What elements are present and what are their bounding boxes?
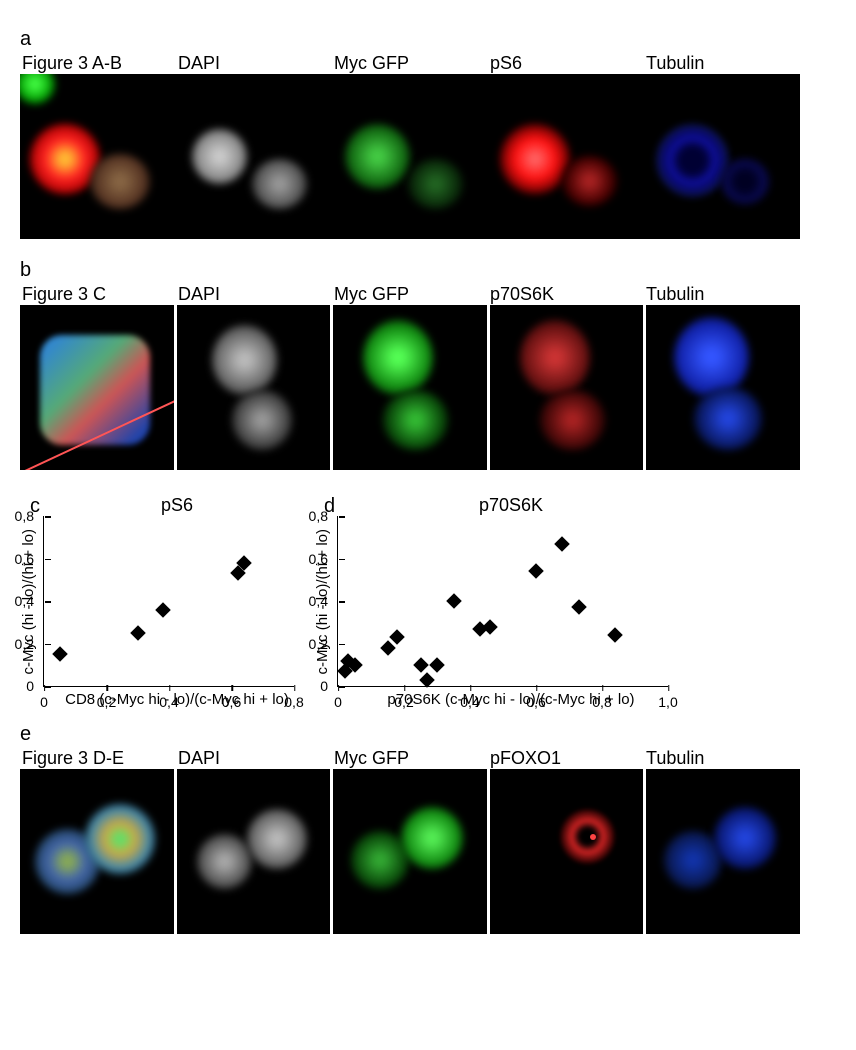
xtick: 0,2 (394, 686, 413, 710)
panel-b-headers: Figure 3 C DAPI Myc GFP p70S6K Tubulin (20, 284, 800, 305)
panel-e-header-2: Myc GFP (332, 748, 488, 769)
panel-e-headers: Figure 3 D-E DAPI Myc GFP pFOXO1 Tubulin (20, 748, 800, 769)
xtick: 0,4 (159, 686, 178, 710)
xtick: 0,8 (592, 686, 611, 710)
panel-c: c pS6 c-Myc (hi - lo)/(hi + lo) 00,20,40… (20, 495, 294, 708)
panel-b-header-1: DAPI (176, 284, 332, 305)
ytick: 0,4 (15, 593, 44, 609)
xtick: 0,6 (222, 686, 241, 710)
panel-b-image-strip (20, 305, 800, 470)
ytick: 0,6 (15, 551, 44, 567)
scatter-point (555, 536, 571, 552)
scatter-point (413, 657, 429, 673)
scatter-point (429, 657, 445, 673)
panel-e-gfp (333, 769, 487, 934)
panel-b-merge (20, 305, 174, 470)
scatter-point (528, 563, 544, 579)
panel-b-label: b (20, 259, 836, 282)
panel-a-label: a (20, 28, 836, 51)
panel-e-header-0: Figure 3 D-E (20, 748, 176, 769)
panel-b-gfp (333, 305, 487, 470)
xtick: 0,4 (460, 686, 479, 710)
panel-a-header-2: Myc GFP (332, 53, 488, 74)
panel-a-image-strip (20, 74, 800, 239)
scatter-point (390, 629, 406, 645)
panel-e-header-1: DAPI (176, 748, 332, 769)
xtick: 0,6 (526, 686, 545, 710)
panel-a-merge (20, 74, 174, 239)
panel-d: d p70S6K c-Myc (hi - lo)/(hi + lo) 00,20… (314, 495, 668, 708)
panel-a-gfp (333, 74, 487, 239)
scatter-point (607, 627, 623, 643)
scatter-point (571, 600, 587, 616)
panel-c-plot: 00,20,40,60,800,20,40,60,8 (43, 516, 294, 687)
panel-d-title: p70S6K (354, 495, 668, 516)
panel-d-plot: 00,20,40,60,800,20,40,60,81,0 (337, 516, 668, 687)
panel-b-p70s6k (490, 305, 644, 470)
panel-b-header-4: Tubulin (644, 284, 800, 305)
xtick: 1,0 (658, 686, 677, 710)
panel-e-label: e (20, 723, 836, 746)
ytick: 0,8 (309, 508, 338, 524)
scatter-point (380, 640, 396, 656)
panel-e-dapi (177, 769, 331, 934)
scatter-point (130, 625, 146, 641)
panel-b-tubulin (646, 305, 800, 470)
scatter-point (52, 646, 68, 662)
panel-a-ps6 (490, 74, 644, 239)
panel-b-dapi (177, 305, 331, 470)
scatter-point (419, 672, 435, 688)
panel-e-header-3: pFOXO1 (488, 748, 644, 769)
panel-a-header-3: pS6 (488, 53, 644, 74)
panel-b-header-2: Myc GFP (332, 284, 488, 305)
panel-e-pfoxo1 (490, 769, 644, 934)
panel-a-header-4: Tubulin (644, 53, 800, 74)
panel-a-header-0: Figure 3 A-B (20, 53, 176, 74)
ytick: 0,2 (309, 636, 338, 652)
panel-c-title: pS6 (60, 495, 294, 516)
panel-a-tubulin (646, 74, 800, 239)
xtick: 0 (334, 686, 342, 710)
ytick: 0,2 (15, 636, 44, 652)
panel-e-image-strip (20, 769, 800, 934)
scatter-point (446, 593, 462, 609)
panel-b-header-3: p70S6K (488, 284, 644, 305)
xtick: 0,2 (97, 686, 116, 710)
panel-a-headers: Figure 3 A-B DAPI Myc GFP pS6 Tubulin (20, 53, 800, 74)
xtick: 0 (40, 686, 48, 710)
xtick: 0,8 (284, 686, 303, 710)
ytick: 0,8 (15, 508, 44, 524)
panel-a-header-1: DAPI (176, 53, 332, 74)
panel-e-header-4: Tubulin (644, 748, 800, 769)
panel-a-dapi (177, 74, 331, 239)
panel-e-tubulin (646, 769, 800, 934)
panel-e-merge (20, 769, 174, 934)
ytick: 0,6 (309, 551, 338, 567)
panel-b-header-0: Figure 3 C (20, 284, 176, 305)
scatter-point (155, 602, 171, 618)
ytick: 0,4 (309, 593, 338, 609)
